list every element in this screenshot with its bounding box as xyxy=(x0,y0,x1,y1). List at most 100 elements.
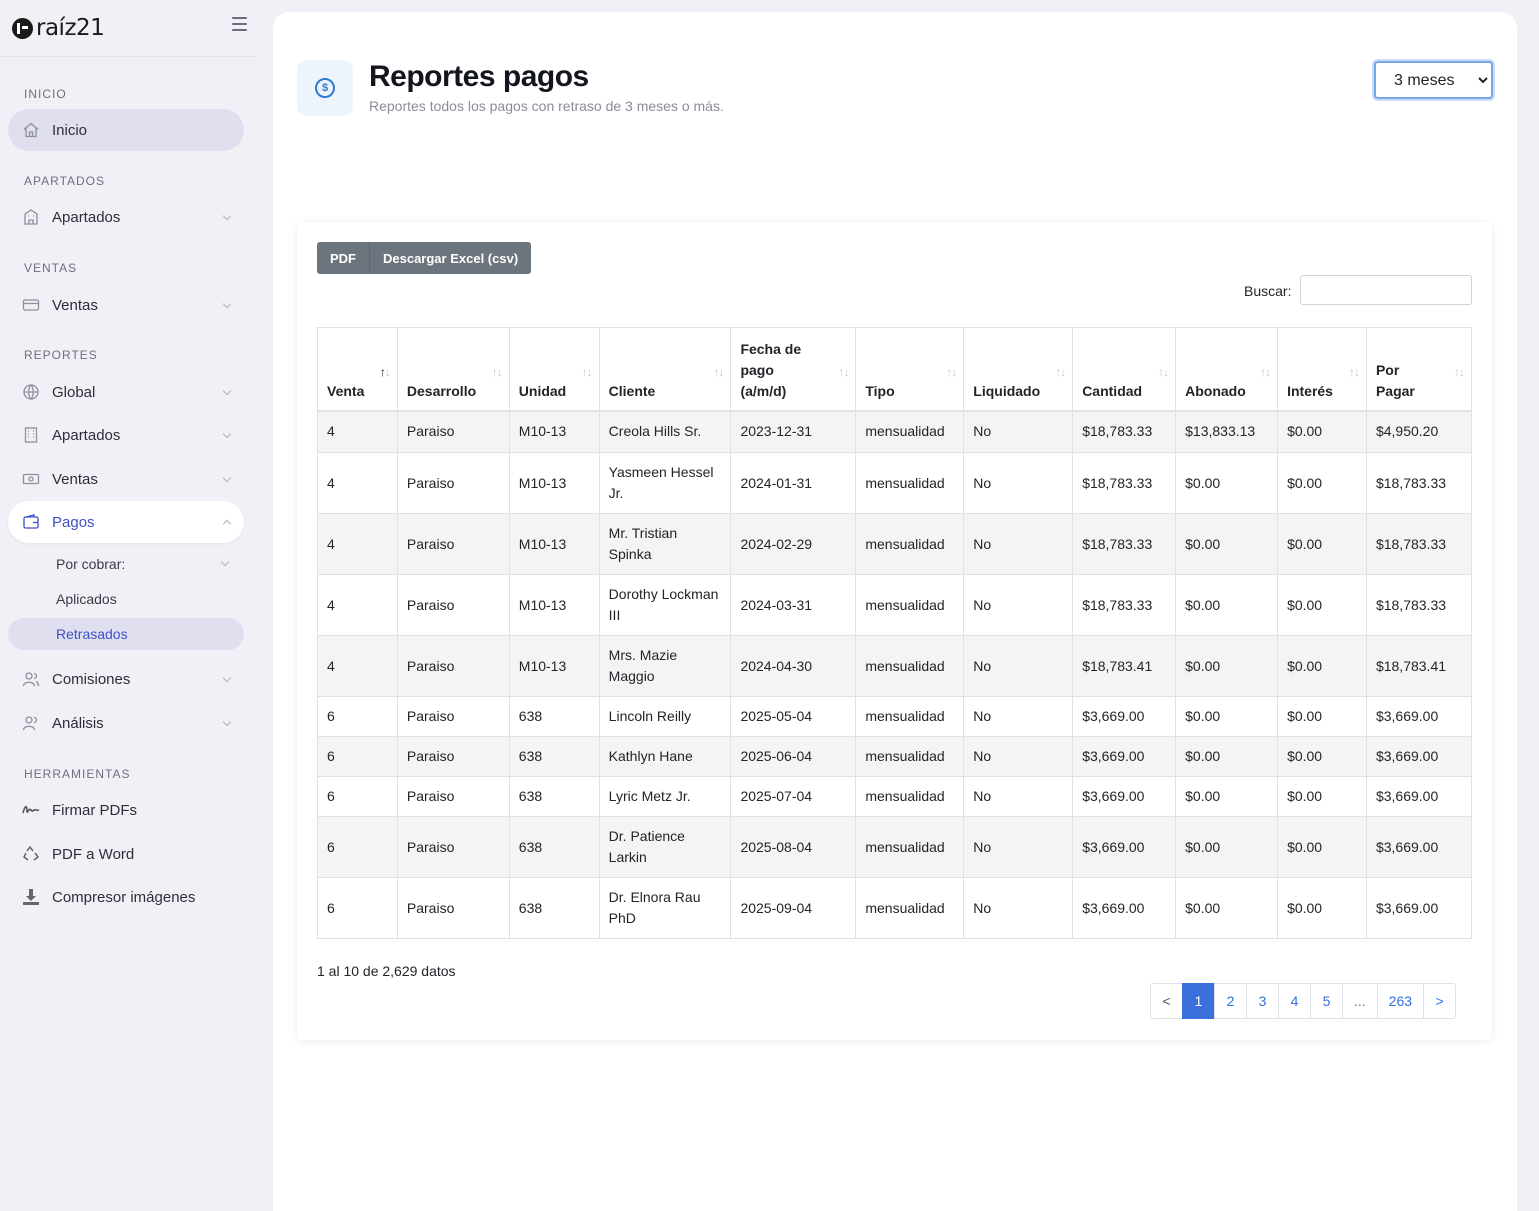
table-cell: M10-13 xyxy=(508,635,600,697)
sidebar-item-label: Inicio xyxy=(52,121,88,139)
payments-table: Venta ↑↓ Desarrollo ↑↓ Unidad ↑↓ Cliente ↑↓ … xyxy=(317,327,1473,939)
table-row: 6 Paraiso 638 Kathlyn Hane 2025-06-04 mensual… xyxy=(317,736,1473,777)
sidebar-item-label: Global xyxy=(52,383,96,401)
sidebar-item-reportes-apartados[interactable]: Apartados xyxy=(8,414,244,456)
pagination-ellipsis: ... xyxy=(1342,983,1378,1019)
table-cell: 4 xyxy=(317,635,398,697)
download-csv-button[interactable]: Descargar Excel (csv) xyxy=(369,242,532,274)
column-header-unidad[interactable]: Unidad ↑↓ xyxy=(508,327,600,412)
sidebar-item-ventas[interactable]: Ventas xyxy=(8,284,244,326)
prev-page-button[interactable]: < xyxy=(1150,983,1183,1019)
table-cell: mensualidad xyxy=(855,696,965,737)
column-header-label: Desarrollo xyxy=(406,382,477,399)
table-cell: mensualidad xyxy=(855,452,965,514)
table-cell: Lyric Metz Jr. xyxy=(598,776,732,817)
search-input[interactable] xyxy=(1300,275,1472,305)
column-header-interes[interactable]: Interés ↑↓ xyxy=(1277,327,1367,412)
period-select[interactable]: 3 meses xyxy=(1374,61,1493,99)
sidebar-item-comisiones[interactable]: Comisiones xyxy=(8,658,244,700)
column-header-fecha[interactable]: Fecha de pago (a/m/d) ↑↓ xyxy=(730,327,857,412)
table-cell: $3,669.00 xyxy=(1072,736,1177,777)
table-cell: 6 xyxy=(317,776,398,817)
table-cell: $3,669.00 xyxy=(1072,877,1177,939)
sidebar-subitem-por-cobrar[interactable]: Por cobrar: xyxy=(8,548,244,580)
page-button-263[interactable]: 263 xyxy=(1376,983,1425,1019)
page-button-3[interactable]: 3 xyxy=(1246,983,1279,1019)
sidebar-subitem-retrasados[interactable]: Retrasados xyxy=(8,618,244,650)
sidebar-item-apartados[interactable]: Apartados xyxy=(8,196,244,238)
column-header-label: Por Pagar xyxy=(1375,361,1415,399)
sidebar-item-reportes-ventas[interactable]: Ventas xyxy=(8,458,244,500)
table-cell: 2025-06-04 xyxy=(730,736,857,777)
sidebar-item-inicio[interactable]: Inicio xyxy=(8,109,244,151)
table-cell: No xyxy=(963,877,1074,939)
chevron-down-icon xyxy=(222,386,232,396)
table-row: 6 Paraiso 638 Lincoln Reilly 2025-05-04 mensu… xyxy=(317,696,1473,737)
table-cell: No xyxy=(963,513,1074,575)
column-header-tipo[interactable]: Tipo ↑↓ xyxy=(855,327,965,412)
table-row: 6 Paraiso 638 Lyric Metz Jr. 2025-07-04 mensu… xyxy=(317,776,1473,817)
sidebar-item-compresor[interactable]: Compresor imágenes xyxy=(8,876,244,918)
table-cell: Paraiso xyxy=(396,776,510,817)
sidebar-item-label: Apartados xyxy=(52,426,121,444)
sidebar-item-global[interactable]: Global xyxy=(8,371,244,413)
sidebar-subitem-label: Retrasados xyxy=(56,626,128,642)
table-cell: $0.00 xyxy=(1277,410,1367,453)
table-cell: $0.00 xyxy=(1175,452,1279,514)
table-row: 4 Paraiso M10-13 Mr. Tristian Spinka 2024-02… xyxy=(317,513,1473,575)
table-cell: 638 xyxy=(508,696,600,737)
table-cell: 4 xyxy=(317,410,398,453)
column-header-liquidado[interactable]: Liquidado ↑↓ xyxy=(963,327,1074,412)
dollar-coin-icon: $ xyxy=(315,78,335,98)
chevron-down-icon xyxy=(222,673,232,683)
table-cell: No xyxy=(963,776,1074,817)
sidebar-item-firmar-pdfs[interactable]: Firmar PDFs xyxy=(8,789,244,831)
pdf-button[interactable]: PDF xyxy=(317,242,369,274)
table-cell: Lincoln Reilly xyxy=(598,696,732,737)
chevron-down-icon xyxy=(222,717,232,727)
page-button-5[interactable]: 5 xyxy=(1310,983,1343,1019)
sort-icon: ↑↓ xyxy=(491,365,503,379)
table-cell: Dr. Patience Larkin xyxy=(598,816,732,878)
brand-mark-icon xyxy=(12,17,33,39)
credit-card-icon xyxy=(22,299,40,311)
table-cell: $0.00 xyxy=(1175,736,1279,777)
column-header-venta[interactable]: Venta ↑↓ xyxy=(317,327,398,412)
sidebar-subitem-aplicados[interactable]: Aplicados xyxy=(8,583,244,615)
sort-icon: ↑↓ xyxy=(581,365,593,379)
sidebar-item-pdf-word[interactable]: PDF a Word xyxy=(8,833,244,875)
menu-toggle-icon[interactable] xyxy=(232,17,247,31)
table-cell: 2024-02-29 xyxy=(730,513,857,575)
building-icon xyxy=(24,209,38,225)
column-header-abonado[interactable]: Abonado ↑↓ xyxy=(1175,327,1279,412)
table-cell: $18,783.33 xyxy=(1072,513,1177,575)
table-cell: 638 xyxy=(508,776,600,817)
brand-logo[interactable]: raíz21 xyxy=(12,15,105,41)
table-cell: 6 xyxy=(317,736,398,777)
table-info: 1 al 10 de 2,629 datos xyxy=(317,963,456,979)
column-header-cliente[interactable]: Cliente ↑↓ xyxy=(598,327,732,412)
table-cell: 2024-01-31 xyxy=(730,452,857,514)
sidebar-item-analisis[interactable]: Análisis xyxy=(8,702,244,744)
table-cell: 4 xyxy=(317,574,398,636)
table-cell: 638 xyxy=(508,816,600,878)
table-cell: 2023-12-31 xyxy=(730,410,857,453)
page-button-2[interactable]: 2 xyxy=(1214,983,1247,1019)
recycle-icon xyxy=(23,845,40,861)
next-page-button[interactable]: > xyxy=(1423,983,1457,1019)
export-button-group: PDF Descargar Excel (csv) xyxy=(317,242,532,274)
table-cell: $3,669.00 xyxy=(1072,816,1177,878)
sidebar-item-pagos[interactable]: Pagos xyxy=(8,501,244,543)
table-cell: No xyxy=(963,410,1074,453)
table-body: 4 Paraiso M10-13 Creola Hills Sr. 2023-12-31… xyxy=(317,410,1473,939)
table-header-row: Venta ↑↓ Desarrollo ↑↓ Unidad ↑↓ Cliente ↑↓ … xyxy=(317,327,1473,412)
table-cell: $0.00 xyxy=(1175,816,1279,878)
table-row: 4 Paraiso M10-13 Yasmeen Hessel Jr. 2024-01-… xyxy=(317,452,1473,514)
column-header-cantidad[interactable]: Cantidad ↑↓ xyxy=(1072,327,1177,412)
page-button-1[interactable]: 1 xyxy=(1182,983,1215,1019)
column-header-por-pagar[interactable]: Por Pagar ↑↓ xyxy=(1365,327,1473,412)
table-cell: $18,783.33 xyxy=(1072,574,1177,636)
column-header-desarrollo[interactable]: Desarrollo ↑↓ xyxy=(396,327,510,412)
page-button-4[interactable]: 4 xyxy=(1278,983,1311,1019)
sidebar-item-label: Apartados xyxy=(52,208,121,226)
